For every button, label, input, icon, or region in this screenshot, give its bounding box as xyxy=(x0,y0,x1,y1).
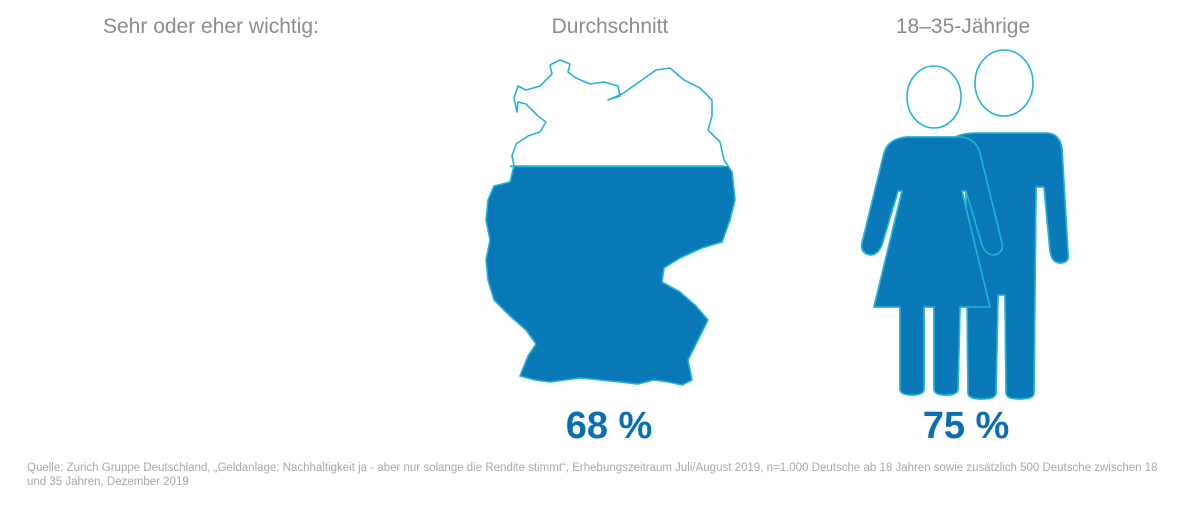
germany-map-icon xyxy=(485,59,736,386)
man-head-icon xyxy=(974,49,1034,117)
woman-head-icon xyxy=(906,65,962,129)
map-fill-area xyxy=(486,166,735,385)
chart-heading: Sehr oder eher wichtig: xyxy=(103,15,319,38)
value-label-young: 75 % xyxy=(922,405,1010,447)
woman-body-fill xyxy=(860,136,1004,396)
value-label-average: 68 % xyxy=(565,405,653,447)
category-label-young: 18–35-Jährige xyxy=(895,15,1031,38)
source-note: Quelle: Zurich Gruppe Deutschland, „Geld… xyxy=(27,462,1158,488)
people-icon xyxy=(860,49,1070,400)
map-outline xyxy=(485,59,736,386)
category-label-average: Durchschnitt xyxy=(551,15,669,38)
